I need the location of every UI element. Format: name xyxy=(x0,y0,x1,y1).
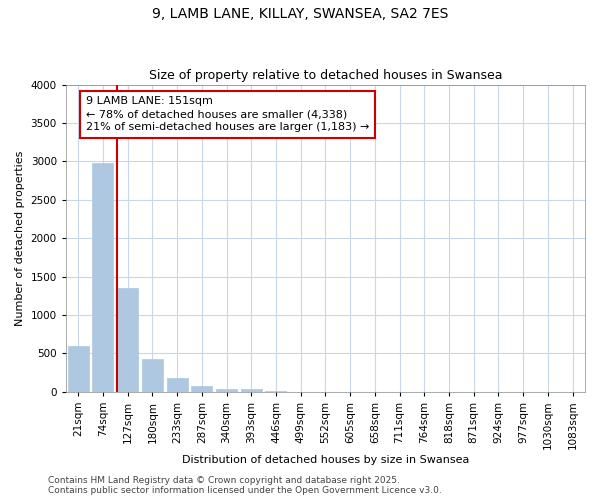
Text: 9 LAMB LANE: 151sqm
← 78% of detached houses are smaller (4,338)
21% of semi-det: 9 LAMB LANE: 151sqm ← 78% of detached ho… xyxy=(86,96,369,132)
Text: 9, LAMB LANE, KILLAY, SWANSEA, SA2 7ES: 9, LAMB LANE, KILLAY, SWANSEA, SA2 7ES xyxy=(152,8,448,22)
Bar xyxy=(191,386,212,392)
Text: Contains HM Land Registry data © Crown copyright and database right 2025.
Contai: Contains HM Land Registry data © Crown c… xyxy=(48,476,442,495)
Bar xyxy=(92,163,113,392)
Bar xyxy=(241,390,262,392)
Y-axis label: Number of detached properties: Number of detached properties xyxy=(15,150,25,326)
Title: Size of property relative to detached houses in Swansea: Size of property relative to detached ho… xyxy=(149,69,502,82)
Bar xyxy=(167,378,188,392)
X-axis label: Distribution of detached houses by size in Swansea: Distribution of detached houses by size … xyxy=(182,455,469,465)
Bar xyxy=(68,346,89,392)
Bar xyxy=(142,359,163,392)
Bar xyxy=(216,388,237,392)
Bar xyxy=(117,288,138,392)
